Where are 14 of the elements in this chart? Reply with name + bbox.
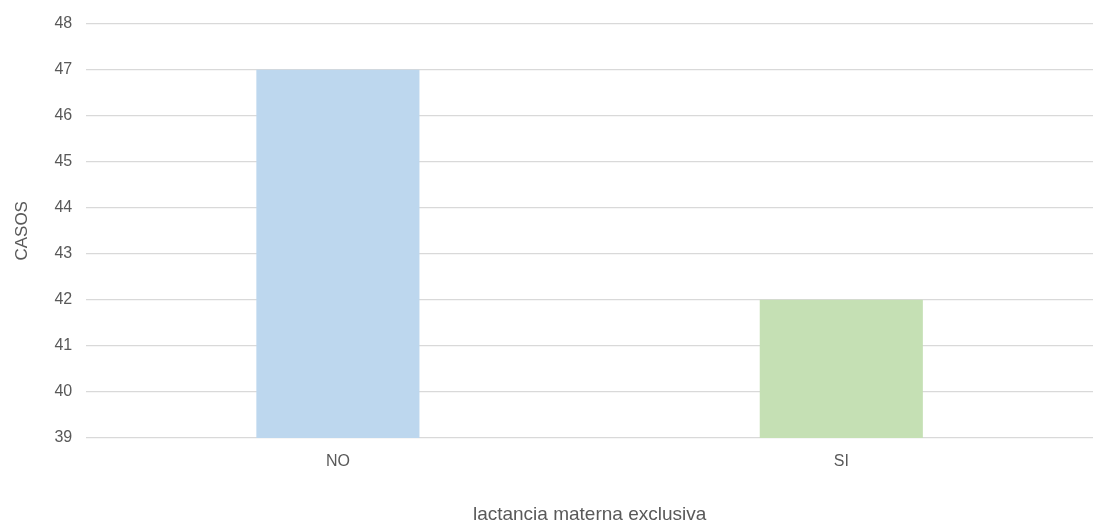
y-tick-label: 45: [54, 152, 73, 170]
x-tick-label: NO: [325, 452, 350, 470]
y-tick-label: 41: [54, 336, 73, 354]
y-tick-label: 43: [54, 244, 73, 262]
x-tick-label: SI: [833, 452, 849, 470]
y-tick-label: 47: [54, 60, 73, 78]
y-tick-label: 40: [54, 382, 73, 400]
y-tick-label: 39: [54, 428, 73, 446]
y-axis-title: CASOS: [11, 201, 31, 261]
y-tick-label: 48: [54, 14, 73, 32]
y-tick-label: 46: [54, 106, 73, 124]
y-tick-label: 44: [54, 198, 73, 216]
x-axis-title: lactancia materna exclusiva: [472, 502, 707, 524]
y-tick-label: 42: [54, 290, 73, 308]
